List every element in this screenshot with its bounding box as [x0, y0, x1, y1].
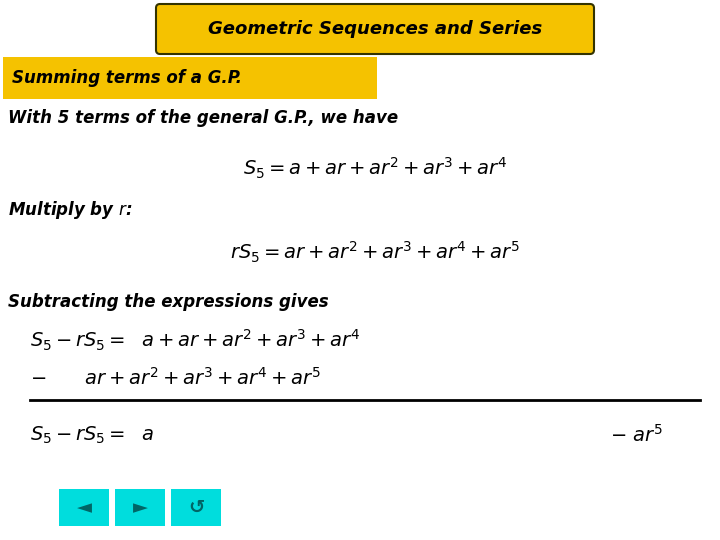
FancyBboxPatch shape: [171, 489, 221, 526]
Text: $rS_5 = ar + ar^2 + ar^3 + ar^4 + ar^5$: $rS_5 = ar + ar^2 + ar^3 + ar^4 + ar^5$: [230, 239, 520, 265]
Text: $S_5 = a + ar + ar^2 + ar^3 + ar^4$: $S_5 = a + ar + ar^2 + ar^3 + ar^4$: [243, 156, 507, 180]
Text: Multiply by $r$:: Multiply by $r$:: [8, 199, 132, 221]
Text: ►: ►: [132, 498, 148, 517]
Text: $- \quad\quad ar + ar^2 + ar^3 + ar^4 + ar^5$: $- \quad\quad ar + ar^2 + ar^3 + ar^4 + …: [30, 367, 320, 389]
Text: $- \ ar^5$: $- \ ar^5$: [610, 424, 663, 446]
Text: ↺: ↺: [188, 498, 204, 517]
Text: $S_5 - rS_5 = \ \ a$: $S_5 - rS_5 = \ \ a$: [30, 424, 155, 445]
Text: ◄: ◄: [76, 498, 91, 517]
Text: Geometric Sequences and Series: Geometric Sequences and Series: [208, 20, 542, 38]
FancyBboxPatch shape: [115, 489, 165, 526]
Text: Subtracting the expressions gives: Subtracting the expressions gives: [8, 293, 328, 311]
Text: With 5 terms of the general G.P., we have: With 5 terms of the general G.P., we hav…: [8, 109, 398, 127]
Text: Summing terms of a G.P.: Summing terms of a G.P.: [12, 69, 242, 87]
FancyBboxPatch shape: [156, 4, 594, 54]
FancyBboxPatch shape: [3, 57, 377, 99]
FancyBboxPatch shape: [59, 489, 109, 526]
Text: $S_5 - rS_5 = \ \ a + ar + ar^2 + ar^3 + ar^4$: $S_5 - rS_5 = \ \ a + ar + ar^2 + ar^3 +…: [30, 327, 360, 353]
